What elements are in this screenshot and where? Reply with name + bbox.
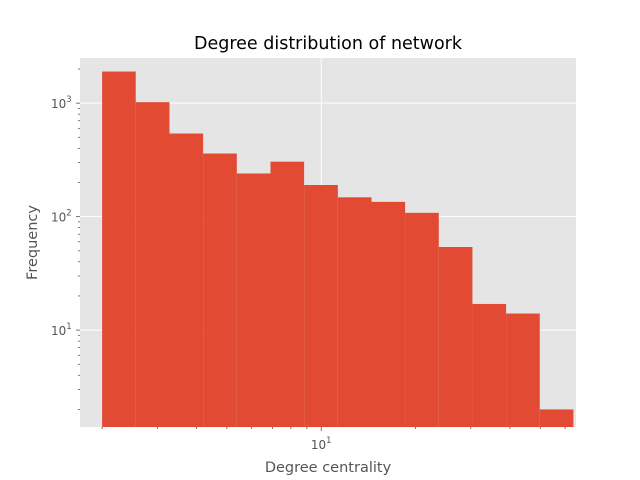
- x-tick-label: 101: [311, 436, 332, 452]
- histogram-bar: [405, 212, 439, 427]
- x-axis-label: Degree centrality: [265, 460, 392, 476]
- axis-ticks: [76, 68, 566, 431]
- histogram-bar: [135, 102, 170, 427]
- histogram-bar: [304, 184, 338, 427]
- histogram-bar: [438, 246, 473, 427]
- histogram-bar: [236, 173, 271, 427]
- y-tick-label: 101: [51, 322, 72, 338]
- histogram-bar: [203, 153, 237, 427]
- histogram-bar: [472, 303, 507, 427]
- y-axis-label: Frequency: [25, 205, 41, 280]
- histogram-bar: [102, 71, 136, 427]
- histogram-bar: [337, 197, 372, 427]
- chart-title: Degree distribution of network: [194, 34, 463, 54]
- histogram-bar: [506, 313, 540, 427]
- histogram-bars: [102, 71, 574, 428]
- y-tick-label: 102: [51, 209, 72, 225]
- histogram-bar: [169, 133, 204, 427]
- tick-labels: 101 101 102 103: [51, 95, 332, 452]
- histogram-bar: [539, 409, 574, 427]
- histogram-bar: [270, 161, 305, 428]
- histogram-bar: [371, 201, 406, 427]
- y-tick-label: 103: [51, 95, 72, 111]
